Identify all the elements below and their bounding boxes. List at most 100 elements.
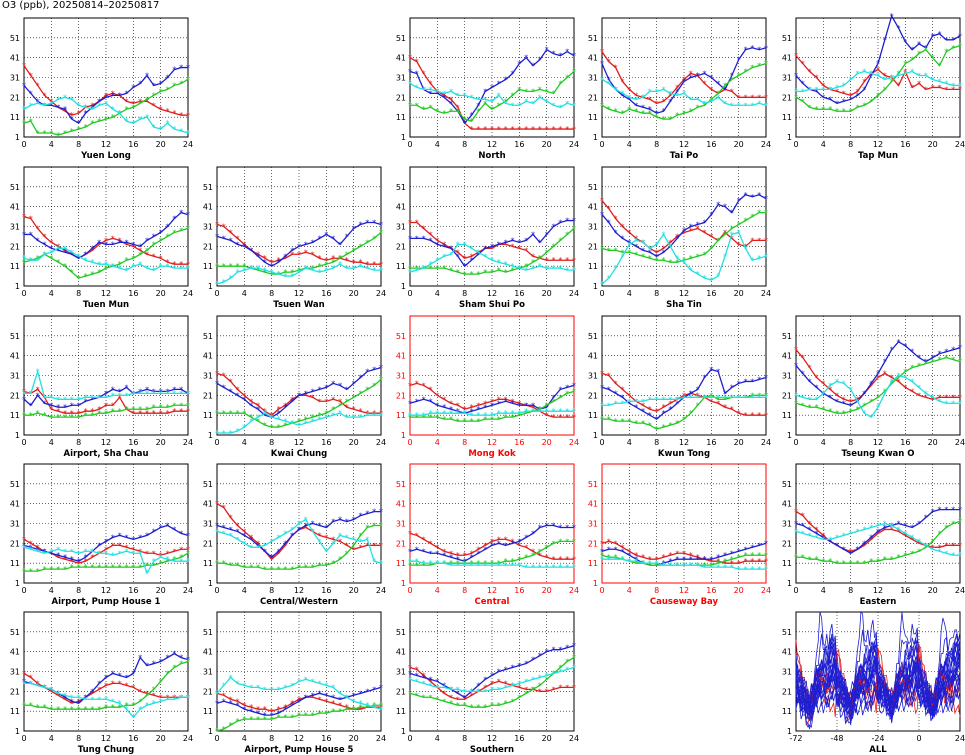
series-marker: *: [256, 266, 261, 275]
series-marker: *: [249, 703, 254, 712]
series-marker: *: [668, 89, 673, 98]
series-marker: *: [28, 72, 33, 81]
series-marker: *: [124, 563, 129, 572]
series-marker: *: [558, 413, 563, 422]
series-marker: *: [455, 103, 460, 112]
series-marker: *: [442, 403, 447, 412]
series-marker: *: [729, 563, 734, 572]
y-tick-label: 1: [15, 727, 20, 736]
series-marker: *: [469, 407, 474, 416]
series-marker: *: [496, 91, 501, 100]
series-marker: *: [716, 557, 721, 566]
series-marker: *: [158, 403, 163, 412]
series-marker: *: [469, 417, 474, 426]
y-tick-label: 1: [401, 579, 406, 588]
series-marker: *: [276, 549, 281, 558]
series-marker: *: [235, 521, 240, 530]
series-marker: *: [848, 547, 853, 556]
series-marker: *: [517, 401, 522, 410]
series-marker: *: [695, 561, 700, 570]
series-marker: *: [138, 260, 143, 269]
series-marker: *: [736, 565, 741, 574]
series-marker: *: [310, 563, 315, 572]
series-marker: *: [124, 89, 129, 98]
y-tick-label: 11: [10, 411, 20, 420]
series-marker: *: [531, 685, 536, 694]
series-marker: *: [702, 274, 707, 283]
series-marker: *: [794, 553, 799, 562]
series-marker: *: [462, 409, 467, 418]
series-marker: *: [151, 266, 156, 275]
series-marker: *: [235, 527, 240, 536]
series-marker: *: [876, 72, 881, 81]
series-marker: *: [449, 87, 454, 96]
series-marker: *: [324, 256, 329, 265]
series-marker: *: [951, 506, 956, 515]
series-marker: *: [242, 531, 247, 540]
series-marker: *: [716, 553, 721, 562]
series-marker: *: [165, 85, 170, 94]
y-tick-label: 41: [588, 500, 598, 509]
series-marker: *: [600, 48, 605, 57]
x-tick-label: 20: [349, 438, 359, 447]
series-marker: *: [338, 689, 343, 698]
y-tick-label: 51: [782, 480, 792, 489]
series-marker: *: [76, 697, 81, 706]
series-marker: *: [151, 557, 156, 566]
series-marker: *: [490, 415, 495, 424]
series-marker: *: [764, 236, 769, 245]
series-marker: *: [736, 379, 741, 388]
series-marker: *: [414, 264, 419, 273]
series-line-cyan: [23, 96, 189, 134]
series-marker: *: [537, 85, 542, 94]
series-marker: *: [324, 691, 329, 700]
y-tick-label: 21: [396, 93, 406, 102]
series-marker: *: [524, 407, 529, 416]
series-marker: *: [496, 677, 501, 686]
series-marker: *: [675, 83, 680, 92]
series-marker: *: [862, 539, 867, 548]
y-tick-label: 51: [588, 480, 598, 489]
series-marker: *: [641, 559, 646, 568]
series-marker: *: [930, 537, 935, 546]
series-marker: *: [572, 266, 577, 275]
series-marker: *: [531, 675, 536, 684]
series-marker: *: [249, 246, 254, 255]
series-marker: *: [165, 387, 170, 396]
series-marker: *: [537, 405, 542, 414]
y-tick-label: 31: [588, 74, 598, 83]
series-marker: *: [283, 683, 288, 692]
series-marker: *: [165, 389, 170, 398]
series-marker: *: [455, 561, 460, 570]
series-marker: *: [69, 395, 74, 404]
series-marker: *: [682, 75, 687, 84]
series-marker: *: [814, 85, 819, 94]
series-marker: *: [22, 677, 27, 686]
series-line-red: [795, 349, 960, 402]
series-marker: *: [695, 72, 700, 81]
series-marker: *: [56, 705, 61, 714]
series-marker: *: [172, 664, 177, 673]
series-marker: *: [627, 93, 632, 102]
series-marker: *: [372, 219, 377, 228]
series-marker: *: [903, 521, 908, 530]
series-marker: *: [324, 533, 329, 542]
series-marker: *: [449, 244, 454, 253]
series-marker: *: [379, 364, 384, 373]
series-marker: *: [496, 266, 501, 275]
series-marker: *: [855, 405, 860, 414]
series-marker: *: [235, 385, 240, 394]
series-marker: *: [442, 240, 447, 249]
series-marker: *: [442, 697, 447, 706]
series-marker: *: [83, 557, 88, 566]
series-marker: *: [117, 91, 122, 100]
series-line-green: [24, 552, 189, 572]
series-marker: *: [131, 549, 136, 558]
series-marker: *: [90, 563, 95, 572]
series-marker: *: [869, 535, 874, 544]
series-marker: *: [682, 258, 687, 267]
series-marker: *: [476, 417, 481, 426]
series-marker: *: [716, 201, 721, 210]
series-marker: *: [736, 559, 741, 568]
series-marker: *: [131, 545, 136, 554]
